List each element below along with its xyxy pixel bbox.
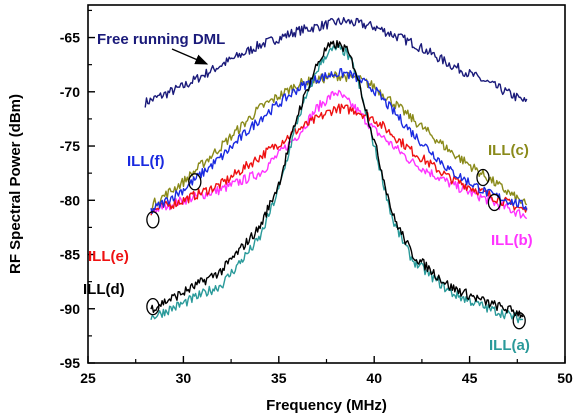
series-label-free-running-dml: Free running DML bbox=[97, 31, 225, 48]
series-label-ill-f: ILL(f) bbox=[127, 153, 164, 170]
series-line-ill-e bbox=[150, 103, 528, 216]
x-tick-label: 45 bbox=[462, 370, 478, 386]
x-tick-label: 50 bbox=[557, 370, 573, 386]
series-line-ill-a bbox=[150, 44, 524, 324]
series-line-ill-d bbox=[150, 40, 524, 318]
series-label-ill-d: ILL(d) bbox=[83, 281, 125, 298]
y-tick-label: -70 bbox=[60, 84, 80, 100]
x-tick-label: 25 bbox=[80, 370, 96, 386]
marker-circle-ill-e bbox=[146, 211, 160, 229]
y-tick-label: -80 bbox=[60, 192, 80, 208]
y-axis-title: RF Spectral Power (dBm) bbox=[7, 94, 24, 274]
free-running-dml-arrow bbox=[171, 48, 209, 65]
series-line-ill-f bbox=[150, 67, 528, 215]
x-axis-title: Frequency (MHz) bbox=[266, 397, 387, 414]
series-line-ill-b bbox=[150, 89, 528, 220]
series-label-ill-a: ILL(a) bbox=[489, 337, 530, 354]
series-labels: Free running DML ILL(f) ILL(c) ILL(e) ILL(b)… bbox=[83, 31, 533, 354]
y-tick-label: -65 bbox=[60, 30, 80, 46]
marker-circle-ill-c bbox=[476, 168, 490, 187]
y-tick-label: -75 bbox=[60, 138, 80, 154]
series-layer bbox=[144, 17, 528, 324]
marker-layer bbox=[146, 168, 526, 330]
marker-circle-ill-f bbox=[188, 173, 202, 191]
marker-circle-ill-d bbox=[146, 297, 160, 316]
marker-circle-ill-b bbox=[487, 193, 502, 212]
y-tick-label: -95 bbox=[60, 355, 80, 371]
marker-circle-ill-a bbox=[512, 312, 526, 330]
series-label-ill-c: ILL(c) bbox=[488, 142, 529, 159]
annotation-arrows bbox=[171, 48, 209, 65]
y-tick-label: -85 bbox=[60, 247, 80, 263]
series-line-free-running-dml bbox=[144, 17, 528, 108]
x-tick-label: 30 bbox=[176, 370, 192, 386]
x-tick-label: 40 bbox=[366, 370, 382, 386]
x-tick-label: 35 bbox=[271, 370, 287, 386]
axis-ticks: 25 30 35 40 45 50 -95 -90 -85 -80 -75 -70 -65 bbox=[60, 9, 573, 386]
series-label-ill-b: ILL(b) bbox=[491, 232, 533, 249]
series-label-ill-e: ILL(e) bbox=[88, 248, 129, 265]
y-tick-label: -90 bbox=[60, 301, 80, 317]
